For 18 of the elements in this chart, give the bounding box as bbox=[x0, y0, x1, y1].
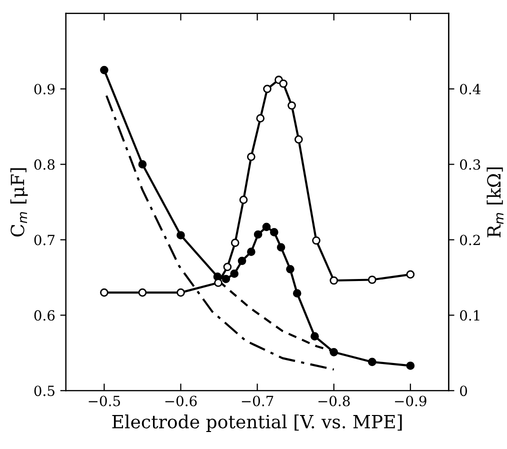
y2-tick-label: 0.1 bbox=[460, 310, 480, 321]
y-tick-label: 0.6 bbox=[34, 310, 55, 321]
x-axis-title: Electrode potential [V. vs. MPE] bbox=[112, 414, 402, 432]
x-tick-label: −0.6 bbox=[165, 396, 197, 406]
x-tick-label: −0.9 bbox=[395, 396, 426, 406]
y2-tick-label: 0.2 bbox=[460, 234, 480, 246]
y-tick-label: 0.5 bbox=[34, 386, 54, 396]
y-tick-label: 0.8 bbox=[34, 159, 55, 170]
y-tick-label: 0.7 bbox=[34, 234, 54, 246]
y2-tick-label: 0.3 bbox=[460, 159, 480, 170]
x-tick-label: −0.7 bbox=[242, 396, 274, 406]
y2-tick-label: 0.4 bbox=[460, 84, 480, 94]
y2-tick-label: 0 bbox=[460, 386, 468, 396]
y2-axis-title: R$_{m}$ [kΩ] bbox=[486, 167, 504, 238]
y-axis-title: C$_{m}$ [μF] bbox=[10, 168, 28, 237]
x-tick-label: −0.8 bbox=[318, 396, 350, 406]
y-tick-label: 0.9 bbox=[34, 84, 55, 94]
x-tick-label: −0.5 bbox=[88, 396, 120, 406]
